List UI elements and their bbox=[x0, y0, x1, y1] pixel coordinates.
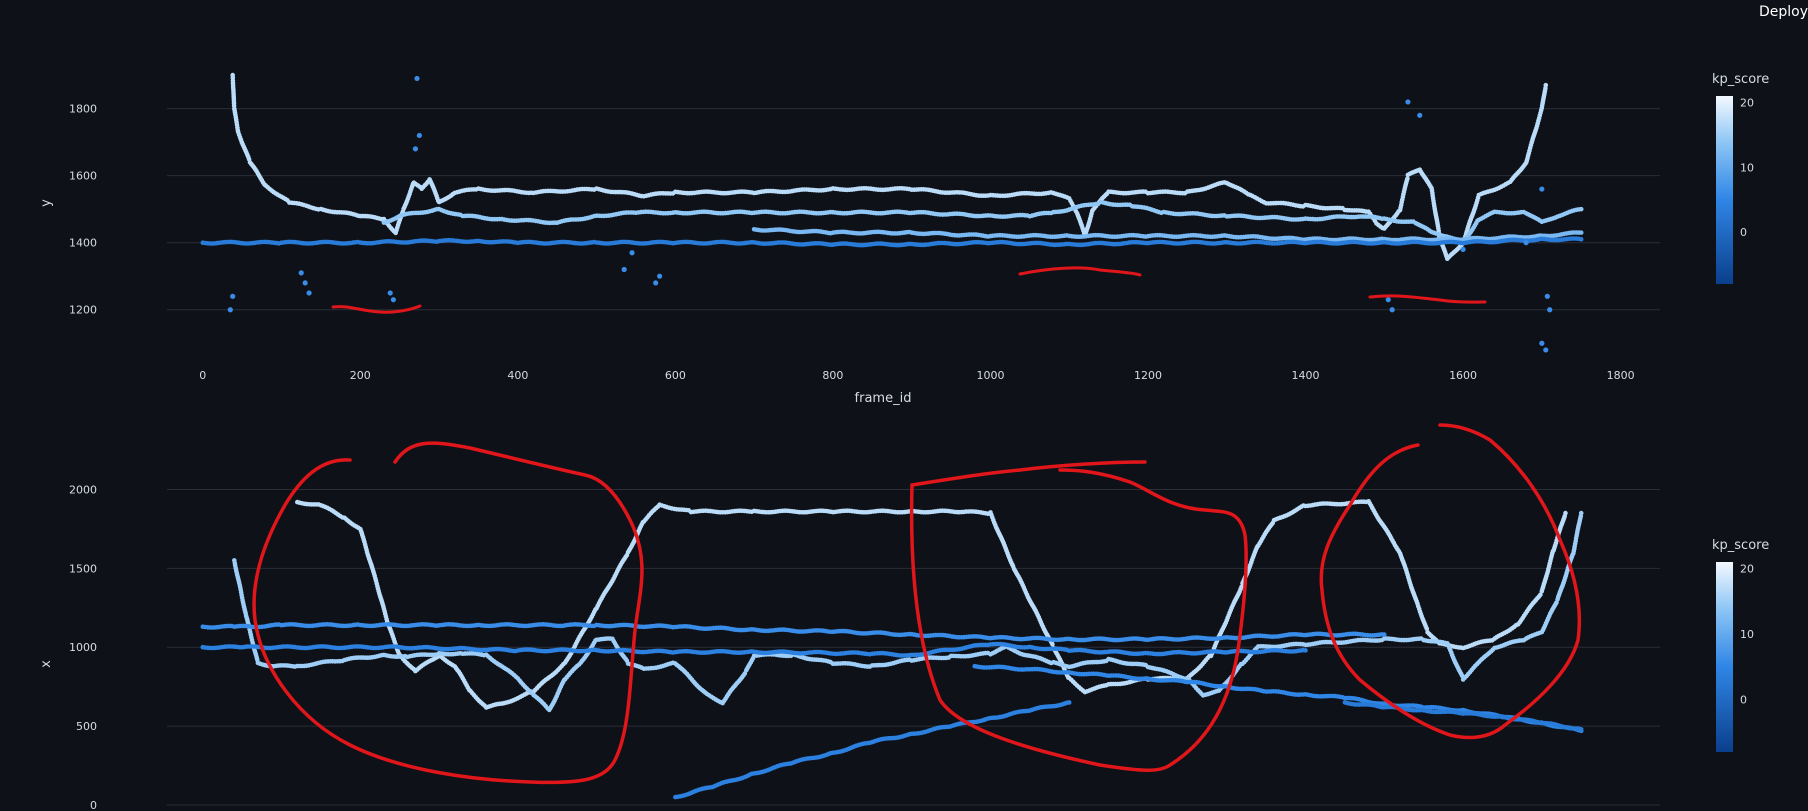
y-tick-label: 1200 bbox=[69, 304, 97, 317]
chart1-points bbox=[200, 72, 1584, 353]
x-tick-label: 1400 bbox=[1292, 369, 1320, 382]
data-point bbox=[629, 250, 635, 256]
data-point bbox=[1382, 632, 1387, 637]
annotation-underline-1 bbox=[331, 304, 422, 314]
data-point bbox=[414, 75, 420, 82]
data-point bbox=[390, 297, 396, 303]
series-4 bbox=[972, 663, 1584, 734]
data-point bbox=[1543, 347, 1549, 353]
data-point bbox=[416, 132, 422, 139]
deploy-button[interactable]: Deploy bbox=[1758, 4, 1808, 20]
data-point bbox=[657, 273, 663, 279]
data-point bbox=[1303, 648, 1308, 653]
chart1-y-axis-label: y bbox=[39, 199, 54, 207]
colorbar-tick-label: 20 bbox=[1740, 96, 1754, 109]
chart1-x-axis-label: frame_id bbox=[855, 391, 912, 406]
y-tick-label: 1400 bbox=[69, 237, 97, 250]
data-point bbox=[1544, 293, 1550, 299]
data-point bbox=[1578, 237, 1584, 242]
colorbar-tick-label: 0 bbox=[1740, 226, 1747, 239]
chart1-colorbar-title: kp_score bbox=[1712, 72, 1769, 87]
data-point bbox=[653, 280, 659, 286]
chart1-x-tick-labels: 0 200 400 600 800 1000 1200 1400 1600 1800 bbox=[199, 369, 1634, 382]
data-point bbox=[1539, 186, 1545, 192]
chart2-points bbox=[200, 499, 1584, 800]
x-tick-label: 400 bbox=[507, 369, 528, 382]
data-point bbox=[306, 290, 312, 296]
colorbar-tick-label: 10 bbox=[1740, 161, 1754, 174]
data-point bbox=[1405, 176, 1410, 181]
data-point bbox=[387, 290, 393, 296]
chart1-colorbar-bar bbox=[1716, 96, 1733, 284]
y-tick-label: 1000 bbox=[69, 641, 97, 654]
series-1 bbox=[232, 510, 1584, 713]
x-tick-label: 800 bbox=[822, 369, 843, 382]
data-point bbox=[1578, 230, 1584, 235]
data-point bbox=[621, 266, 627, 273]
data-point bbox=[1578, 206, 1584, 212]
chart1-y-tick-labels: 1200 1400 1600 1800 bbox=[69, 103, 97, 317]
series-2 bbox=[200, 622, 1387, 643]
data-point bbox=[1563, 510, 1568, 516]
x-tick-label: 600 bbox=[665, 369, 686, 382]
data-point bbox=[1460, 246, 1466, 252]
data-point bbox=[1547, 307, 1553, 313]
series-1 bbox=[381, 199, 1584, 245]
chart1-colorbar: kp_score 20 10 0 bbox=[1712, 72, 1769, 284]
y-tick-label: 1600 bbox=[69, 170, 97, 183]
data-point bbox=[302, 280, 308, 286]
x-tick-label: 0 bbox=[199, 369, 206, 382]
data-point bbox=[1389, 307, 1395, 313]
x-tick-label: 1200 bbox=[1134, 369, 1162, 382]
x-tick-label: 1000 bbox=[976, 369, 1004, 382]
series-3 bbox=[200, 236, 1584, 248]
data-point bbox=[1539, 340, 1545, 346]
data-point bbox=[1417, 112, 1423, 118]
data-point bbox=[1385, 297, 1391, 303]
y-tick-label: 500 bbox=[76, 720, 97, 733]
y-tick-label: 1800 bbox=[69, 103, 97, 116]
chart1-annotations bbox=[331, 266, 1487, 314]
chart2-y-tick-labels: 0 500 1000 1500 2000 bbox=[69, 483, 97, 811]
y-tick-label: 1500 bbox=[69, 562, 97, 575]
data-point bbox=[230, 293, 236, 299]
x-tick-label: 200 bbox=[350, 369, 371, 382]
x-tick-label: 1800 bbox=[1607, 369, 1635, 382]
data-point bbox=[227, 307, 233, 313]
data-point bbox=[298, 270, 304, 276]
series-5 bbox=[673, 700, 1072, 800]
data-point bbox=[1543, 82, 1549, 88]
series-2 bbox=[751, 227, 1584, 243]
y-tick-label: 0 bbox=[90, 799, 97, 811]
data-point bbox=[1405, 99, 1411, 105]
y-tick-label: 2000 bbox=[69, 483, 97, 496]
data-point bbox=[1578, 510, 1584, 516]
x-tick-label: 1600 bbox=[1449, 369, 1477, 382]
data-point bbox=[412, 146, 419, 152]
data-point bbox=[1523, 240, 1529, 246]
series-0 bbox=[230, 72, 1549, 262]
annotation-underline-2 bbox=[1018, 266, 1142, 277]
